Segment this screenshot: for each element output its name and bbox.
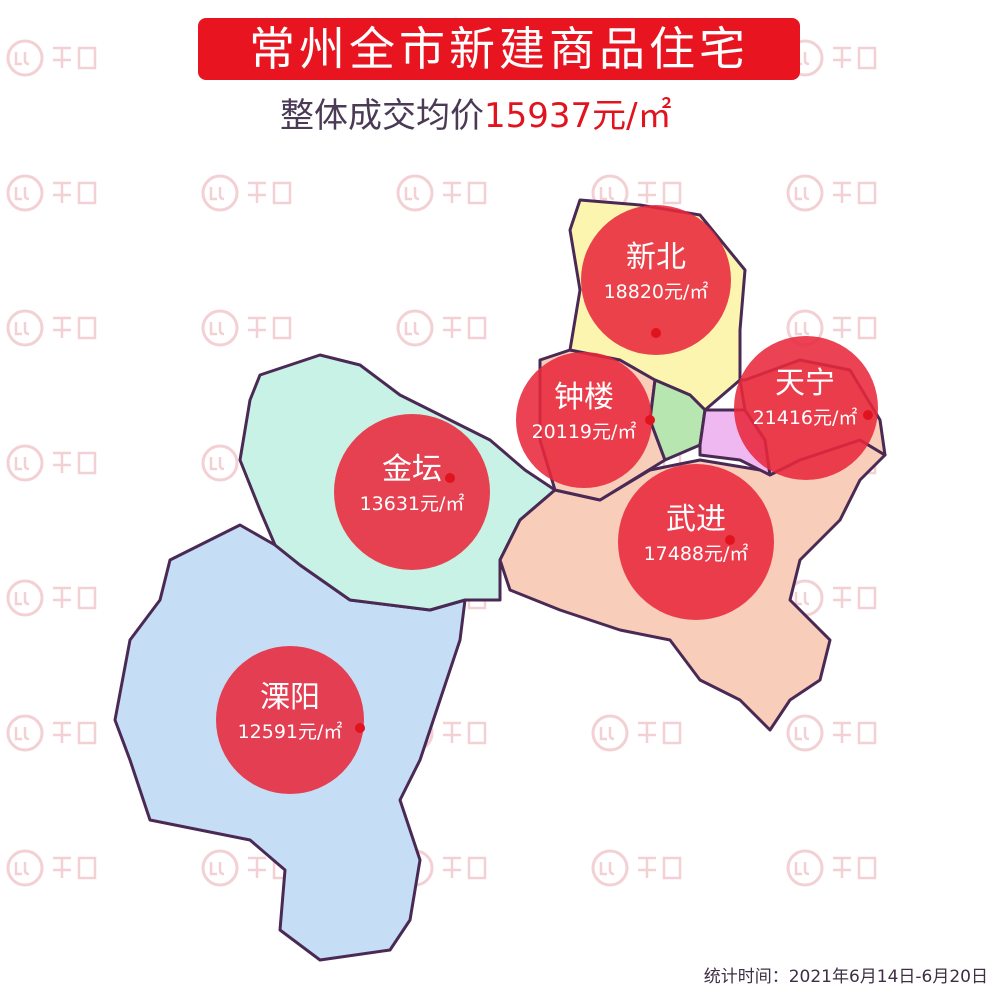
- price-bubble: [581, 205, 731, 355]
- district-price: 17488元/㎡: [643, 543, 749, 565]
- district-name: 新北: [626, 240, 686, 275]
- statistics-period: 统计时间：2021年6月14日-6月20日: [703, 967, 988, 987]
- district-label-wujin: 武进 17488元/㎡: [644, 500, 749, 568]
- city-dot: [645, 415, 655, 425]
- district-name: 钟楼: [554, 380, 614, 415]
- average-price-line: 整体成交均价15937元/㎡: [280, 88, 672, 137]
- average-price-label: 整体成交均价: [280, 96, 484, 136]
- district-name: 天宁: [775, 366, 835, 401]
- district-label-tianning: 天宁 21416元/㎡: [753, 364, 858, 432]
- average-price-value: 15937元/㎡: [484, 96, 672, 136]
- city-dot: [651, 328, 661, 338]
- district-price: 20119元/㎡: [531, 421, 637, 443]
- district-name: 溧阳: [260, 680, 320, 715]
- city-dot: [863, 410, 873, 420]
- city-dot: [725, 535, 735, 545]
- page-title: 常州全市新建商品住宅: [198, 18, 800, 80]
- price-bubble: [334, 414, 490, 570]
- price-bubble: [516, 352, 652, 488]
- district-label-zhonglou: 钟楼 20119元/㎡: [532, 378, 637, 446]
- price-bubble: [734, 336, 878, 480]
- price-bubble: [618, 464, 774, 620]
- price-bubble: [216, 646, 364, 794]
- district-label-xinbei: 新北 18820元/㎡: [604, 238, 709, 306]
- price-bubbles: [216, 205, 878, 794]
- city-dot: [355, 723, 365, 733]
- city-dot: [445, 473, 455, 483]
- city-dots: [355, 328, 873, 733]
- district-price: 12591元/㎡: [237, 721, 343, 743]
- district-price: 18820元/㎡: [603, 281, 709, 303]
- district-name: 金坛: [382, 452, 442, 487]
- district-price: 21416元/㎡: [752, 407, 858, 429]
- district-name: 武进: [666, 502, 726, 537]
- district-label-jintan: 金坛 13631元/㎡: [360, 450, 465, 518]
- district-label-liyang: 溧阳 12591元/㎡: [238, 678, 343, 746]
- district-price: 13631元/㎡: [359, 493, 465, 515]
